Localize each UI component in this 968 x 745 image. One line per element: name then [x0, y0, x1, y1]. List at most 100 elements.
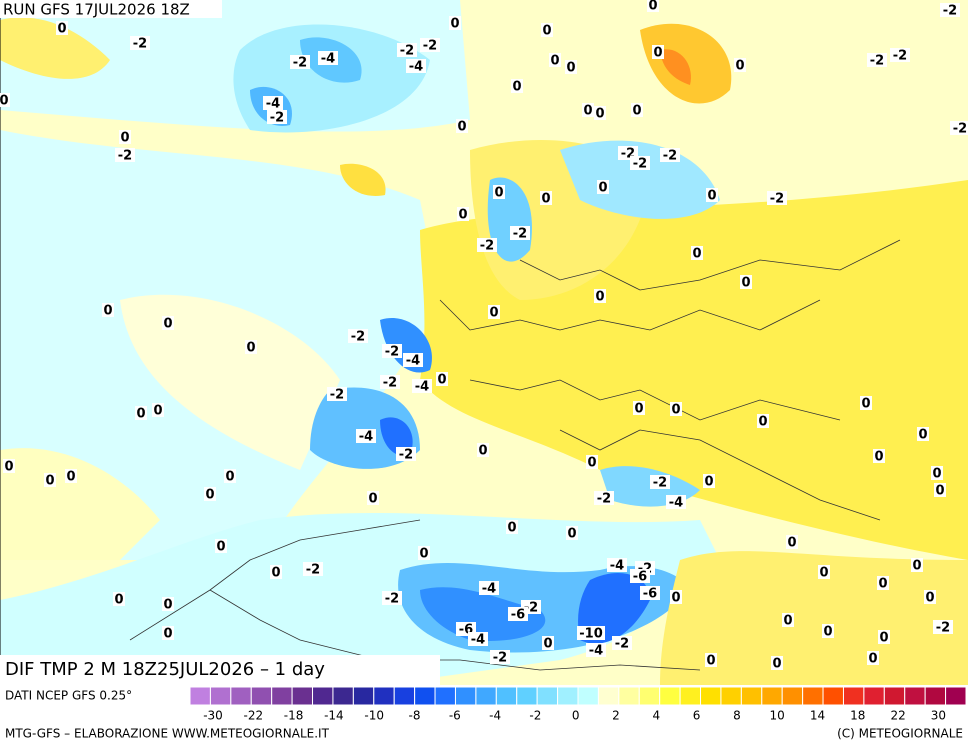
contour-label: -4: [406, 354, 420, 369]
colorbar-swatch: [454, 686, 477, 706]
contour-label: 0: [741, 276, 750, 291]
contour-label: 0: [246, 341, 255, 356]
contour-label-bg: [102, 303, 114, 317]
contour-label-bg: [934, 483, 946, 497]
contour-label-bg: [382, 591, 402, 605]
contour-label-bg: [511, 79, 523, 93]
contour-label-bg: [867, 651, 879, 665]
contour-label: 0: [512, 80, 521, 95]
colorbar-swatch: [250, 686, 273, 706]
contour-label: 0: [787, 536, 796, 551]
contour-label-bg: [566, 526, 578, 540]
contour-label: 0: [489, 306, 498, 321]
contour-label-bg: [488, 305, 500, 319]
contour-label: 0: [935, 484, 944, 499]
contour-label-bg: [542, 636, 554, 650]
contour-label-bg: [130, 36, 150, 50]
contour-label-bg: [630, 156, 650, 170]
contour-label-bg: [477, 238, 497, 252]
colorbar-swatch: [577, 686, 599, 706]
contour-label-bg: [215, 539, 227, 553]
colorbar-swatch: [271, 686, 293, 706]
contour-label-bg: [493, 185, 505, 199]
colorbar-swatch: [393, 686, 416, 706]
contour-label-bg: [594, 289, 606, 303]
contour-label-bg: [152, 403, 164, 417]
contour-label: 0: [550, 54, 559, 69]
contour-label-bg: [396, 447, 416, 461]
contour-label-bg: [660, 148, 680, 162]
contour-label: 0: [707, 189, 716, 204]
contour-label-bg: [703, 474, 715, 488]
contour-label-bg: [771, 656, 783, 670]
contour-label: -2: [663, 149, 677, 164]
colorbar-tick-label: 30: [931, 709, 946, 723]
colorbar-tick-label: 0: [572, 709, 580, 723]
contour-label: 0: [772, 657, 781, 672]
contour-label-bg: [586, 643, 606, 657]
contour-label-bg: [670, 590, 682, 604]
contour-label: -4: [409, 60, 423, 75]
contour-label-bg: [650, 475, 670, 489]
contour-label-bg: [506, 520, 518, 534]
colorbar-tick-label: 22: [890, 709, 905, 723]
colorbar-swatch: [414, 686, 436, 706]
colorbar-swatch: [904, 686, 926, 706]
colorbar-tick-label: 10: [770, 709, 785, 723]
contour-label-bg: [950, 121, 968, 135]
colorbar-swatch: [230, 686, 252, 706]
colorbar-swatch: [475, 686, 497, 706]
colorbar-swatch: [332, 686, 354, 706]
contour-label: -2: [423, 39, 437, 54]
contour-label-bg: [911, 558, 923, 572]
footer-left: MTG-GFS – ELABORAZIONE WWW.METEOGIORNALE…: [5, 727, 330, 741]
contour-label: 0: [861, 397, 870, 412]
colorbar-tick-label: -8: [409, 709, 421, 723]
contour-label: 0: [704, 475, 713, 490]
footer-right: (C) METEOGIORNALE: [837, 727, 963, 741]
contour-label: 0: [163, 627, 172, 642]
contour-label: -4: [589, 644, 603, 659]
colorbar-tick-label: 4: [652, 709, 660, 723]
contour-label: 0: [368, 492, 377, 507]
contour-label: 0: [932, 467, 941, 482]
contour-label: 0: [437, 373, 446, 388]
contour-label-bg: [135, 406, 147, 420]
contour-label-bg: [878, 630, 890, 644]
contour-label-bg: [224, 469, 236, 483]
contour-label: 0: [671, 591, 680, 606]
contour-label-bg: [917, 427, 929, 441]
colorbar-tick-label: 8: [733, 709, 741, 723]
contour-label-bg: [162, 626, 174, 640]
contour-label: 0: [634, 402, 643, 417]
contour-label: 0: [758, 415, 767, 430]
colorbar-swatch: [802, 686, 824, 706]
contour-label: 0: [879, 631, 888, 646]
contour-label-bg: [245, 340, 257, 354]
contour-label: 0: [450, 17, 459, 32]
contour-label-bg: [541, 23, 553, 37]
contour-label-bg: [867, 53, 887, 67]
contour-label: 0: [271, 566, 280, 581]
contour-label: -2: [943, 4, 957, 19]
contour-label: 0: [587, 456, 596, 471]
contour-label-bg: [303, 562, 323, 576]
contour-label: 0: [507, 521, 516, 536]
colorbar-swatch: [373, 686, 395, 706]
contour-label-bg: [931, 466, 943, 480]
contour-label-bg: [822, 624, 834, 638]
colorbar-swatch: [945, 686, 967, 706]
colorbar-swatch: [618, 686, 640, 706]
contour-label-bg: [510, 226, 530, 240]
contour-label-bg: [670, 402, 682, 416]
contour-label: 0: [567, 527, 576, 542]
colorbar-swatch: [516, 686, 538, 706]
colorbar-swatch: [352, 686, 375, 706]
contour-label: -4: [669, 496, 683, 511]
contour-label: 0: [918, 428, 927, 443]
colorbar-tick-label: -22: [243, 709, 263, 723]
contour-label: 0: [819, 566, 828, 581]
contour-label-bg: [597, 180, 609, 194]
contour-label: 0: [494, 186, 503, 201]
contour-label: -2: [513, 227, 527, 242]
